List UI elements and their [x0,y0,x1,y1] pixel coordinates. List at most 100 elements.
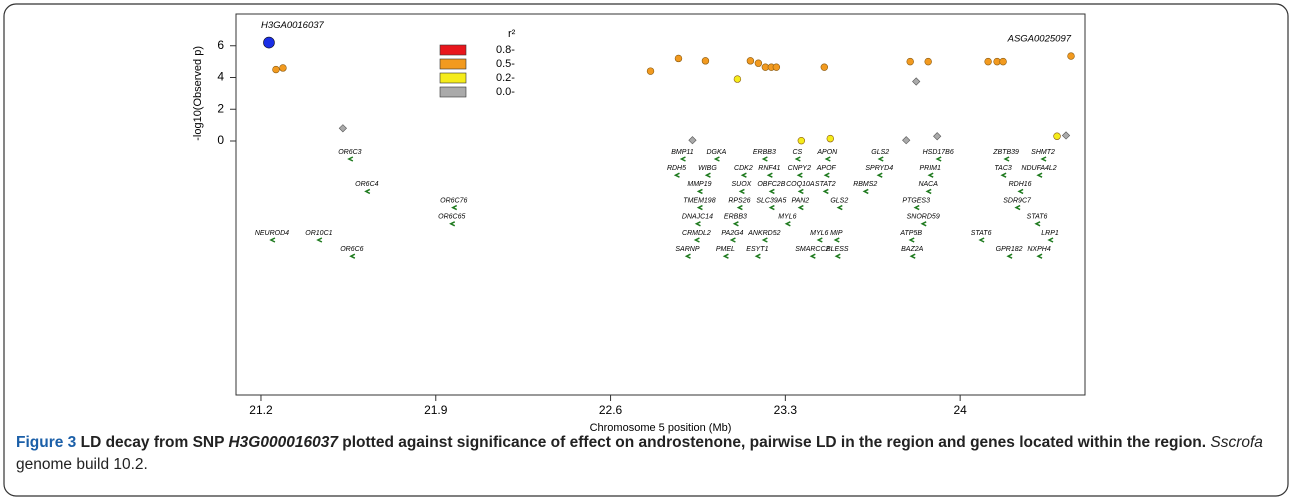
gene-label: TAC3 [994,165,1011,172]
gene-label: SNORD59 [907,214,940,221]
gene-arrow [834,253,841,259]
gene-label: SLC39A5 [756,197,786,204]
gene-arrow [732,221,739,227]
legend-label: 0.5- [496,58,515,70]
gene-arrow [876,172,883,178]
caption-title: LD decay from SNP H3G000016037 plotted a… [81,434,1206,451]
gene-label: RNF41 [758,165,780,172]
gene-arrow [1017,188,1024,195]
gene-arrow [784,221,791,227]
gene-arrow [349,253,356,259]
gene-label: MMP19 [687,181,711,188]
gene-arrow [696,188,703,195]
caption-label: Figure 3 [16,434,77,451]
x-tick-label: 23.3 [774,403,798,417]
y-tick-label: 0 [217,133,224,147]
gene-arrow [766,172,773,178]
gene-label: PRIM1 [919,165,941,172]
gene-arrow [754,253,761,259]
annotation: ASGA0025097 [1007,34,1072,45]
gene-arrow [797,188,804,195]
gene-label: PA2G4 [721,230,743,237]
gene-arrow [449,221,456,227]
gene-label: PTGES3 [902,197,930,204]
caption-note: genome build 10.2. [16,456,148,473]
point [902,136,911,145]
gene-label: PMEL [716,246,735,253]
gene-label: ERBB3 [753,149,776,156]
gene-arrow [736,204,743,211]
caption-text: plotted against significance of effect o… [337,434,1207,451]
legend-swatch [439,86,467,98]
gene-label: SPRYD4 [865,165,893,172]
gene-label: DNAJC14 [682,214,713,221]
gene-label: PAN2 [791,197,809,204]
gene-label: OR6C4 [355,181,378,188]
x-tick-label: 21.2 [249,403,273,417]
legend-label: 0.2- [496,72,515,84]
gene-label: OR6C3 [338,149,361,156]
gene-label: CS [792,149,802,156]
point [674,54,683,63]
point [999,57,1007,66]
gene-arrow [1047,237,1054,243]
gene-arrow [1034,221,1041,227]
gene-label: MIP [830,230,843,237]
gene-arrow [927,172,934,178]
gene-label: WIBG [698,165,717,172]
gene-label: NDUFA4L2 [1021,165,1056,172]
gene-arrow [935,156,942,162]
gene-arrow [823,172,830,178]
gene-arrow [768,204,775,211]
gene-arrow [816,237,823,243]
gene-label: CRMDL2 [682,230,711,237]
gene-arrow [722,253,729,259]
point [906,57,914,66]
caption-species: Sscrofa [1210,434,1263,451]
gene-label: COQ10A [786,181,815,188]
gene-arrow [696,204,703,211]
gene-arrow [316,237,323,243]
gene-arrow [768,188,775,195]
gene-label: APON [816,149,838,156]
point [820,63,829,71]
gene-label: SARNP [675,246,699,253]
gene-arrow [693,237,700,243]
gene-arrow [797,204,804,211]
legend-label: 0.0- [496,86,515,98]
gene-label: BAZ2A [901,246,924,253]
gene-arrow [908,237,915,243]
gene-label: OR10C1 [305,230,332,237]
gene-arrow [978,237,985,243]
gene-label: SDR9C7 [1003,197,1032,204]
caption: Figure 3 LD decay from SNP H3G000016037 … [16,432,1266,476]
gene-arrow [836,204,843,211]
gene-arrow [713,156,720,162]
gene-arrow [1006,253,1013,259]
point [1053,132,1061,140]
gene-label: MYL6 [810,230,828,237]
x-tick-label: 24 [953,403,967,417]
gene-label: RDH5 [667,165,686,172]
gene-label: STAT2 [815,181,836,188]
gene-arrow [704,172,711,178]
point [688,136,697,145]
gene-arrow [761,237,768,243]
gene-label: ESYT1 [746,246,768,253]
plot-area [235,13,1086,396]
gene-label: RDH16 [1009,181,1032,188]
gene-arrow [796,172,803,178]
point [1061,131,1071,140]
gene-label: SUOX [731,181,751,188]
gene-arrow [913,204,920,211]
gene-arrow [1000,172,1007,178]
gene-arrow [269,237,276,243]
point [646,67,655,75]
gene-label: TMEM198 [683,197,715,204]
lead-snp-label: H3GA0016037 [261,20,325,31]
gene-arrow [729,237,736,243]
gene-arrow [862,188,869,195]
point [772,63,781,71]
caption-text: LD decay from SNP [80,434,229,451]
